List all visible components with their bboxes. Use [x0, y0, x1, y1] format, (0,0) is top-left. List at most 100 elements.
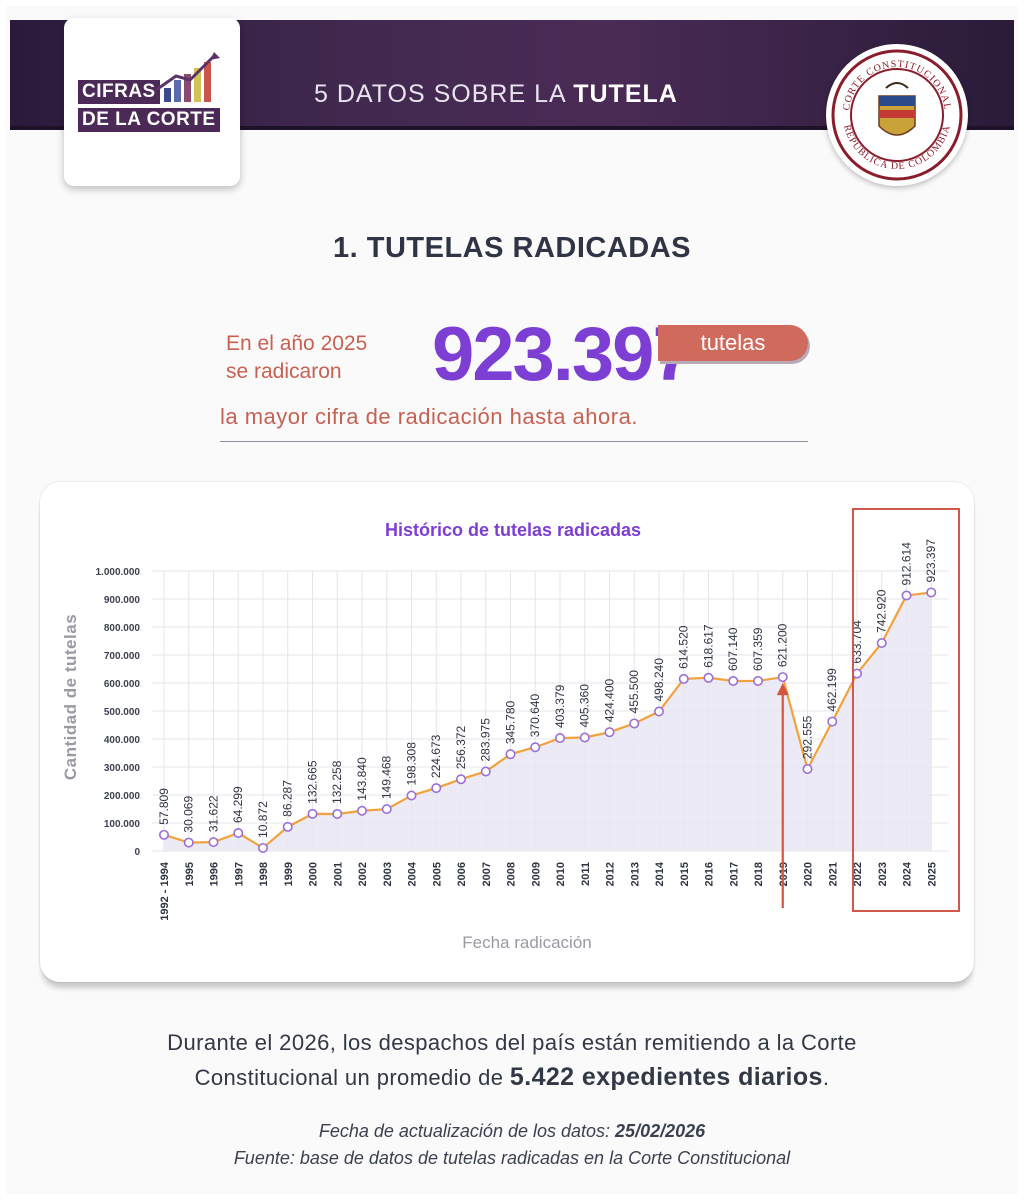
x-tick-label: 2014	[654, 861, 666, 886]
data-label: 256.372	[454, 726, 468, 770]
data-point	[876, 637, 887, 648]
data-point	[381, 804, 392, 815]
y-tick-label: 300.000	[104, 763, 141, 774]
data-point	[233, 827, 244, 838]
x-tick-label: 1995	[184, 862, 196, 886]
data-label: 31.622	[207, 795, 221, 832]
x-tick-label: 1998	[258, 862, 270, 886]
data-label: 607.140	[726, 627, 740, 671]
data-label: 57.809	[157, 788, 171, 825]
y-tick-label: 100.000	[104, 819, 141, 830]
section-title: 1. TUTELAS RADICADAS	[332, 232, 691, 264]
data-point	[332, 808, 343, 819]
x-tick-label: 2025	[926, 862, 938, 886]
y-tick-label: 900.000	[104, 595, 141, 606]
x-tick-label: 2007	[481, 862, 493, 886]
headline-lead: En el año 2025 se radicaron	[226, 330, 367, 386]
daily-note-bold: 5.422 expedientes diarios	[509, 1063, 823, 1091]
x-tick-label: 2024	[902, 861, 914, 886]
data-point	[802, 764, 813, 775]
data-label: 923.397	[924, 539, 938, 583]
data-label: 405.360	[578, 684, 592, 728]
data-label: 742.920	[875, 589, 889, 633]
data-point	[777, 672, 788, 683]
data-label: 143.840	[355, 757, 369, 801]
y-tick-label: 0	[134, 847, 140, 858]
source-notes: Fecha de actualización de los datos: 25/…	[0, 1118, 1024, 1172]
x-tick-label: 2020	[803, 862, 815, 886]
data-label: 498.240	[652, 658, 666, 702]
y-tick-label: 1.000.000	[96, 567, 141, 578]
y-tick-label: 800.000	[104, 623, 141, 634]
banner-title-prefix: 5 DATOS SOBRE LA	[314, 80, 566, 108]
logo-line-1: CIFRAS	[78, 80, 160, 104]
tutelas-pill: tutelas	[658, 325, 808, 361]
update-date-value: 25/02/2026	[615, 1121, 706, 1141]
data-point	[183, 837, 194, 848]
data-label: 292.555	[801, 715, 815, 759]
data-point	[431, 783, 442, 794]
data-point	[653, 706, 664, 717]
data-point	[926, 587, 937, 598]
data-point	[530, 742, 541, 753]
subtitle-divider	[220, 441, 808, 442]
x-tick-label: 1992 - 1994	[159, 861, 171, 921]
banner-title: 5 DATOS SOBRE LA TUTELA	[314, 80, 678, 109]
x-tick-label: 2006	[456, 862, 468, 886]
x-tick-label: 2008	[506, 862, 518, 886]
area-fill	[164, 592, 932, 851]
data-point	[629, 718, 640, 729]
daily-average-note: Durante el 2026, los despachos del país …	[0, 1026, 1024, 1095]
y-tick-label: 600.000	[104, 679, 141, 690]
data-point	[554, 733, 565, 744]
x-tick-label: 2010	[555, 862, 567, 886]
highlight-box-2022-2025	[852, 508, 960, 912]
data-label: 912.614	[900, 542, 914, 586]
source-line: Fuente: base de datos de tutelas radicad…	[233, 1148, 791, 1168]
data-label: 224.673	[429, 734, 443, 778]
data-point	[703, 672, 714, 683]
data-label: 424.400	[603, 678, 617, 722]
data-point	[282, 821, 293, 832]
headline-subtitle: la mayor cifra de radicación hasta ahora…	[220, 404, 638, 429]
x-tick-label: 1997	[233, 862, 245, 886]
daily-note-line-1: Durante el 2026, los despachos del país …	[167, 1030, 857, 1055]
x-tick-label: 2012	[605, 862, 617, 886]
x-tick-label: 2023	[877, 862, 889, 886]
x-tick-label: 2013	[629, 862, 641, 886]
banner-title-bold: TUTELA	[573, 80, 678, 108]
x-tick-label: 2003	[382, 862, 394, 886]
data-label: 345.780	[504, 700, 518, 744]
data-point	[257, 842, 268, 853]
data-label: 621.200	[776, 623, 790, 667]
data-label: 198.308	[405, 742, 419, 786]
data-label: 607.359	[751, 627, 765, 671]
data-point	[307, 808, 318, 819]
y-tick-label: 200.000	[104, 791, 141, 802]
data-point	[208, 837, 219, 848]
daily-note-line-2: Constitucional un promedio de 5.422 expe…	[0, 1060, 1024, 1095]
headline-lead-line-2: se radicaron	[226, 360, 342, 383]
x-tick-label: 1999	[283, 862, 295, 886]
data-label: 403.379	[553, 684, 567, 728]
arrow-head	[776, 683, 789, 696]
data-point	[356, 805, 367, 816]
x-tick-label: 2018	[753, 862, 765, 886]
data-label: 30.069	[182, 796, 196, 833]
data-point	[455, 774, 466, 785]
daily-note-suffix: .	[822, 1065, 830, 1090]
headline-number: 923.397	[432, 312, 695, 397]
x-tick-label: 2002	[357, 862, 369, 886]
x-tick-label: 2001	[332, 862, 344, 886]
corte-seal-emblem: CORTE CONSTITUCIONAL REPÚBLICA DE COLOMB…	[826, 44, 968, 186]
data-label: 132.258	[330, 760, 344, 804]
data-point	[406, 790, 417, 801]
x-tick-label: 2009	[530, 862, 542, 886]
logo-bars-icon	[155, 52, 220, 102]
x-tick-label: 2000	[308, 862, 320, 886]
x-tick-label: 2021	[827, 862, 839, 886]
data-point	[480, 766, 491, 777]
data-point	[505, 749, 516, 760]
data-label: 618.617	[702, 624, 716, 668]
